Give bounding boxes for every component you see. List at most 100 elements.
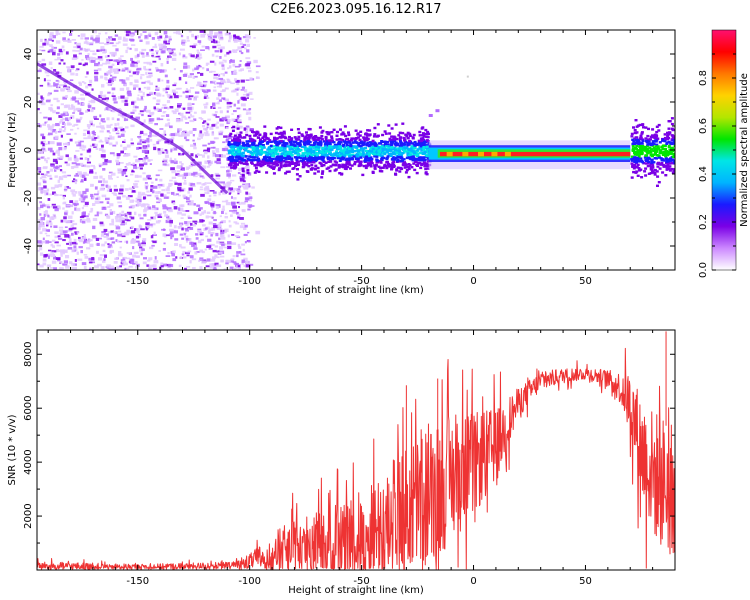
- scatter-mark: [180, 246, 186, 249]
- scatter-mark: [184, 117, 188, 120]
- scatter-mark: [167, 95, 170, 98]
- scatter-mark: [65, 104, 70, 108]
- scatter-mark: [108, 178, 113, 180]
- band-mark: [359, 154, 363, 158]
- band-mark: [307, 138, 311, 141]
- scatter-mark: [84, 195, 88, 199]
- scatter-mark: [117, 122, 120, 126]
- band-mark: [269, 150, 273, 154]
- scatter-mark: [228, 39, 231, 43]
- band-mark: [420, 149, 424, 152]
- edge-mark: [630, 159, 634, 162]
- edge-mark: [661, 151, 664, 155]
- scatter-mark: [121, 99, 124, 103]
- band-mark: [405, 134, 409, 137]
- band-mark: [282, 135, 286, 139]
- band-mark: [354, 156, 358, 159]
- scatter-mark: [132, 261, 138, 264]
- band-mark: [373, 149, 377, 153]
- scatter-mark: [70, 72, 75, 76]
- scatter-mark: [84, 240, 88, 244]
- band-mark: [319, 162, 323, 165]
- scatter-mark: [92, 38, 96, 42]
- scatter-mark: [211, 70, 216, 73]
- band-mark: [353, 140, 357, 143]
- scatter-mark: [242, 36, 247, 39]
- scatter-mark: [126, 46, 130, 50]
- scatter-mark: [182, 107, 186, 110]
- band-mark: [267, 161, 271, 164]
- edge-mark: [646, 157, 650, 160]
- scatter-mark: [219, 38, 224, 41]
- band-mark: [231, 129, 235, 132]
- band-mark: [353, 160, 357, 164]
- scatter-mark: [124, 103, 129, 106]
- scatter-mark: [44, 254, 48, 257]
- scatter-mark: [216, 161, 222, 165]
- scatter-mark: [48, 61, 53, 65]
- scatter-mark: [157, 214, 162, 217]
- scatter-mark: [73, 154, 77, 159]
- scatter-mark: [231, 196, 233, 199]
- scatter-mark: [86, 161, 91, 164]
- band-mark: [422, 133, 426, 137]
- band-mark: [238, 134, 242, 137]
- scatter-mark: [234, 65, 240, 68]
- scatter-mark: [198, 84, 203, 87]
- scatter-mark: [172, 202, 176, 205]
- scatter-mark: [143, 162, 148, 166]
- scatter-mark: [183, 73, 187, 77]
- band-mark: [283, 144, 287, 148]
- scatter-mark: [117, 68, 121, 72]
- scatter-mark: [177, 103, 182, 107]
- edge-mark: [662, 165, 666, 168]
- stray-mark: [435, 109, 440, 113]
- band-mark: [240, 146, 244, 150]
- band-mark: [263, 138, 267, 141]
- scatter-mark: [199, 53, 202, 57]
- edge-mark: [633, 163, 637, 167]
- scatter-mark: [39, 150, 43, 154]
- scatter-mark: [255, 71, 259, 74]
- scatter-mark: [176, 165, 182, 168]
- scatter-mark: [93, 115, 98, 119]
- band-mark: [420, 127, 424, 130]
- scatter-mark: [241, 174, 245, 178]
- band-mark: [297, 160, 301, 163]
- band-mark: [238, 135, 242, 138]
- band-mark: [349, 143, 353, 146]
- scatter-mark: [202, 176, 205, 179]
- band-mark: [357, 164, 361, 168]
- edge-mark: [670, 167, 674, 171]
- scatter-mark: [56, 149, 60, 152]
- band-mark: [284, 152, 288, 155]
- scatter-mark: [244, 34, 250, 37]
- edge-mark: [649, 150, 653, 154]
- band-mark: [309, 157, 313, 161]
- band-mark: [377, 150, 381, 153]
- scatter-mark: [163, 31, 168, 35]
- band-mark: [292, 140, 296, 143]
- band-mark: [245, 163, 249, 166]
- scatter-mark: [87, 158, 90, 161]
- scatter-mark: [154, 43, 157, 47]
- scatter-mark: [111, 172, 116, 176]
- scatter-mark: [86, 165, 91, 168]
- scatter-mark: [212, 223, 217, 226]
- band-mark: [305, 134, 309, 137]
- scatter-mark: [143, 86, 147, 89]
- scatter-mark: [249, 196, 253, 199]
- band-mark: [384, 145, 388, 148]
- edge-mark: [631, 138, 635, 141]
- scatter-mark: [58, 176, 62, 179]
- scatter-mark: [76, 207, 81, 212]
- scatter-mark: [102, 260, 106, 263]
- scatter-mark: [45, 240, 50, 244]
- scatter-mark: [92, 57, 96, 60]
- band-mark: [380, 158, 384, 161]
- scatter-mark: [81, 215, 86, 217]
- scatter-mark: [244, 241, 247, 244]
- band-mark: [257, 170, 261, 173]
- scatter-mark: [229, 266, 234, 269]
- scatter-mark: [242, 209, 246, 213]
